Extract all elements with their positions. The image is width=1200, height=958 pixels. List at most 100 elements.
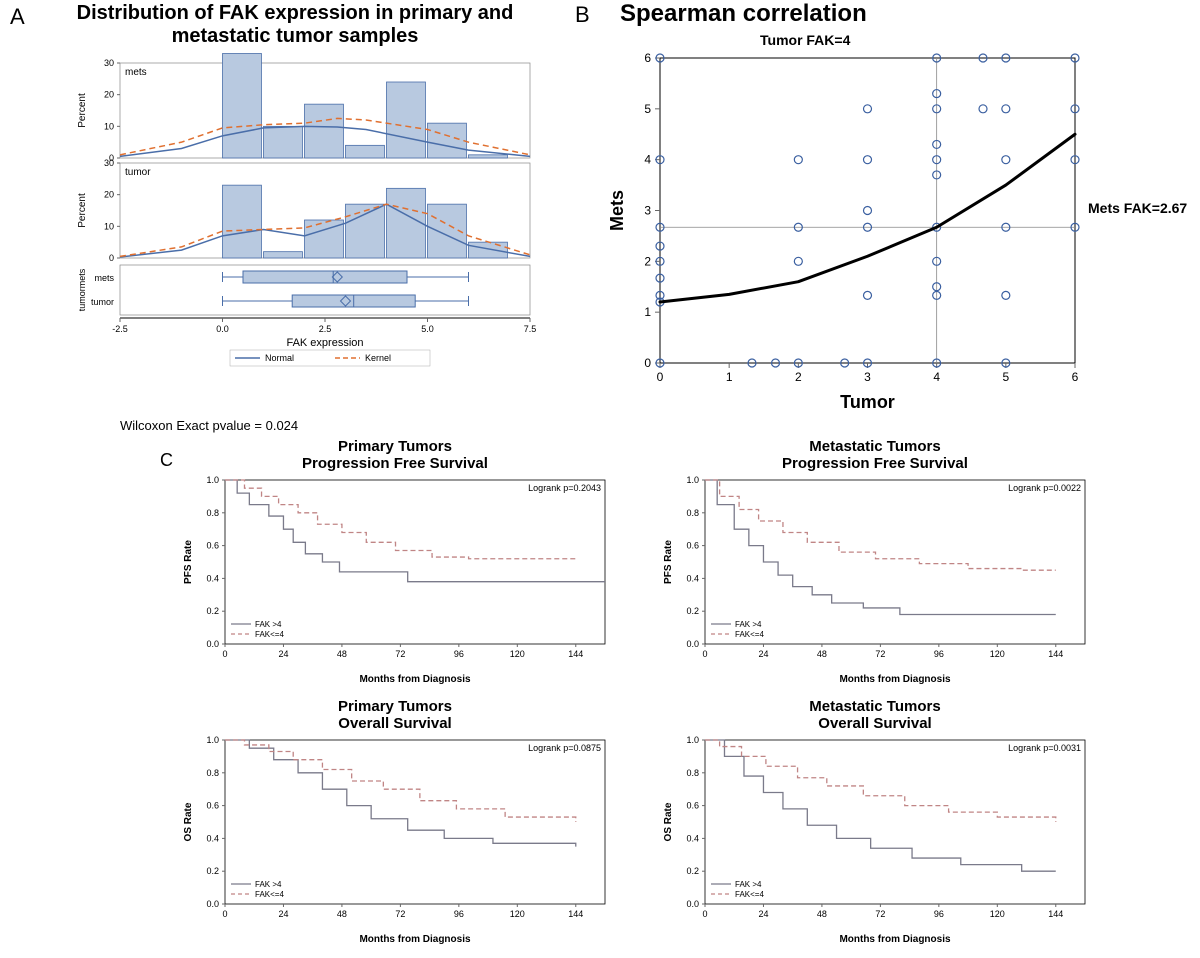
svg-text:2: 2	[795, 370, 802, 384]
svg-text:FAK expression: FAK expression	[286, 337, 363, 349]
chart-title-2: Overall Survival	[175, 715, 615, 732]
svg-text:Kernel: Kernel	[365, 353, 391, 363]
svg-text:1: 1	[726, 370, 733, 384]
svg-text:mets: mets	[94, 273, 114, 283]
svg-text:10: 10	[104, 121, 114, 131]
svg-text:Tumor: Tumor	[840, 392, 895, 412]
svg-text:2: 2	[644, 254, 651, 268]
svg-text:4: 4	[644, 153, 651, 167]
svg-text:72: 72	[875, 649, 885, 659]
svg-text:PFS Rate: PFS Rate	[663, 540, 674, 584]
svg-text:0.2: 0.2	[206, 866, 219, 876]
svg-text:0.8: 0.8	[206, 768, 219, 778]
svg-text:5: 5	[1002, 370, 1009, 384]
survival-svg: 0.00.20.40.60.81.0024487296120144Logrank…	[655, 734, 1095, 946]
survival-chart: Metastatic TumorsOverall Survival0.00.20…	[655, 698, 1095, 948]
svg-text:4: 4	[933, 370, 940, 384]
svg-text:20: 20	[104, 190, 114, 200]
svg-text:5.0: 5.0	[421, 324, 434, 334]
chart-title-1: Metastatic Tumors	[655, 438, 1095, 455]
svg-text:0: 0	[657, 370, 664, 384]
svg-text:tumormets: tumormets	[77, 268, 87, 311]
svg-text:FAK<=4: FAK<=4	[735, 630, 764, 639]
svg-text:0.0: 0.0	[206, 639, 219, 649]
panel-a-title: Distribution of FAK expression in primar…	[40, 2, 550, 48]
svg-text:FAK<=4: FAK<=4	[255, 630, 284, 639]
svg-text:0.6: 0.6	[686, 801, 699, 811]
svg-text:144: 144	[568, 649, 583, 659]
chart-title-2: Progression Free Survival	[175, 455, 615, 472]
chart-title-1: Metastatic Tumors	[655, 698, 1095, 715]
svg-text:FAK<=4: FAK<=4	[255, 890, 284, 899]
svg-text:6: 6	[644, 51, 651, 65]
svg-text:0: 0	[702, 649, 707, 659]
svg-text:FAK >4: FAK >4	[735, 620, 762, 629]
panel-b-sidelabel: Mets FAK=2.67	[1088, 200, 1187, 216]
svg-text:120: 120	[990, 909, 1005, 919]
chart-title-2: Progression Free Survival	[655, 455, 1095, 472]
svg-text:Percent: Percent	[77, 193, 88, 228]
chart-title-2: Overall Survival	[655, 715, 1095, 732]
svg-text:Logrank p=0.0031: Logrank p=0.0031	[1008, 743, 1081, 753]
svg-text:24: 24	[758, 649, 768, 659]
svg-text:FAK<=4: FAK<=4	[735, 890, 764, 899]
svg-text:0.2: 0.2	[206, 606, 219, 616]
chart-title-1: Primary Tumors	[175, 438, 615, 455]
svg-text:20: 20	[104, 90, 114, 100]
chart-title-1: Primary Tumors	[175, 698, 615, 715]
svg-text:0.6: 0.6	[206, 541, 219, 551]
svg-text:48: 48	[817, 909, 827, 919]
svg-text:Logrank p=0.0022: Logrank p=0.0022	[1008, 483, 1081, 493]
svg-text:0.2: 0.2	[686, 606, 699, 616]
svg-text:1.0: 1.0	[686, 475, 699, 485]
svg-text:0.4: 0.4	[686, 833, 699, 843]
svg-text:24: 24	[278, 649, 288, 659]
svg-text:tumor: tumor	[125, 167, 151, 178]
panel-a-label: A	[10, 4, 25, 30]
svg-text:Mets: Mets	[607, 190, 627, 231]
survival-chart: Primary TumorsOverall Survival 0.0 0.2 0.4 0…	[175, 698, 615, 948]
svg-text:0.0: 0.0	[206, 899, 219, 909]
svg-text:FAK >4: FAK >4	[255, 880, 282, 889]
svg-text:Normal: Normal	[265, 353, 294, 363]
survival-svg: 0.00.20.40.60.81.0024487296120144Logrank…	[655, 474, 1095, 686]
svg-text:Months from Diagnosis: Months from Diagnosis	[839, 674, 951, 685]
svg-text:96: 96	[934, 909, 944, 919]
svg-text:0.0: 0.0	[686, 639, 699, 649]
panel-b-chart: 01234560123456TumorMets	[605, 48, 1085, 418]
svg-text:1.0: 1.0	[686, 735, 699, 745]
svg-text:0: 0	[222, 909, 227, 919]
svg-text:30: 30	[104, 58, 114, 68]
svg-text:6: 6	[1072, 370, 1079, 384]
panel-c-label: C	[160, 450, 173, 471]
svg-text:0.0: 0.0	[686, 899, 699, 909]
svg-text:0: 0	[109, 253, 114, 263]
svg-text:0.6: 0.6	[686, 541, 699, 551]
svg-text:OS Rate: OS Rate	[183, 802, 194, 841]
svg-text:1.0: 1.0	[206, 735, 219, 745]
svg-text:144: 144	[1048, 909, 1063, 919]
svg-text:30: 30	[104, 158, 114, 168]
panel-a-chart: 0102030Percentmets0102030Percenttumortum…	[50, 58, 550, 413]
svg-text:96: 96	[454, 649, 464, 659]
svg-text:120: 120	[510, 649, 525, 659]
svg-text:2.5: 2.5	[319, 324, 332, 334]
svg-text:144: 144	[568, 909, 583, 919]
panel-c-grid: Primary TumorsProgression Free Survival0…	[175, 438, 1115, 958]
svg-text:7.5: 7.5	[524, 324, 537, 334]
svg-text:FAK >4: FAK >4	[255, 620, 282, 629]
panel-b-label: B	[575, 2, 590, 28]
svg-text:72: 72	[395, 649, 405, 659]
svg-text:Months from Diagnosis: Months from Diagnosis	[839, 934, 951, 945]
svg-text:72: 72	[875, 909, 885, 919]
svg-text:0.6: 0.6	[206, 801, 219, 811]
panel-b-subtitle: Tumor FAK=4	[760, 32, 850, 48]
survival-svg: 0.00.20.40.60.81.0024487296120144Logrank…	[175, 474, 615, 686]
svg-text:48: 48	[337, 649, 347, 659]
svg-text:0.4: 0.4	[206, 833, 219, 843]
svg-text:tumor: tumor	[91, 297, 114, 307]
svg-text:-2.5: -2.5	[112, 324, 128, 334]
svg-text:0.4: 0.4	[686, 573, 699, 583]
svg-text:48: 48	[337, 909, 347, 919]
svg-text:Months from Diagnosis: Months from Diagnosis	[359, 674, 471, 685]
